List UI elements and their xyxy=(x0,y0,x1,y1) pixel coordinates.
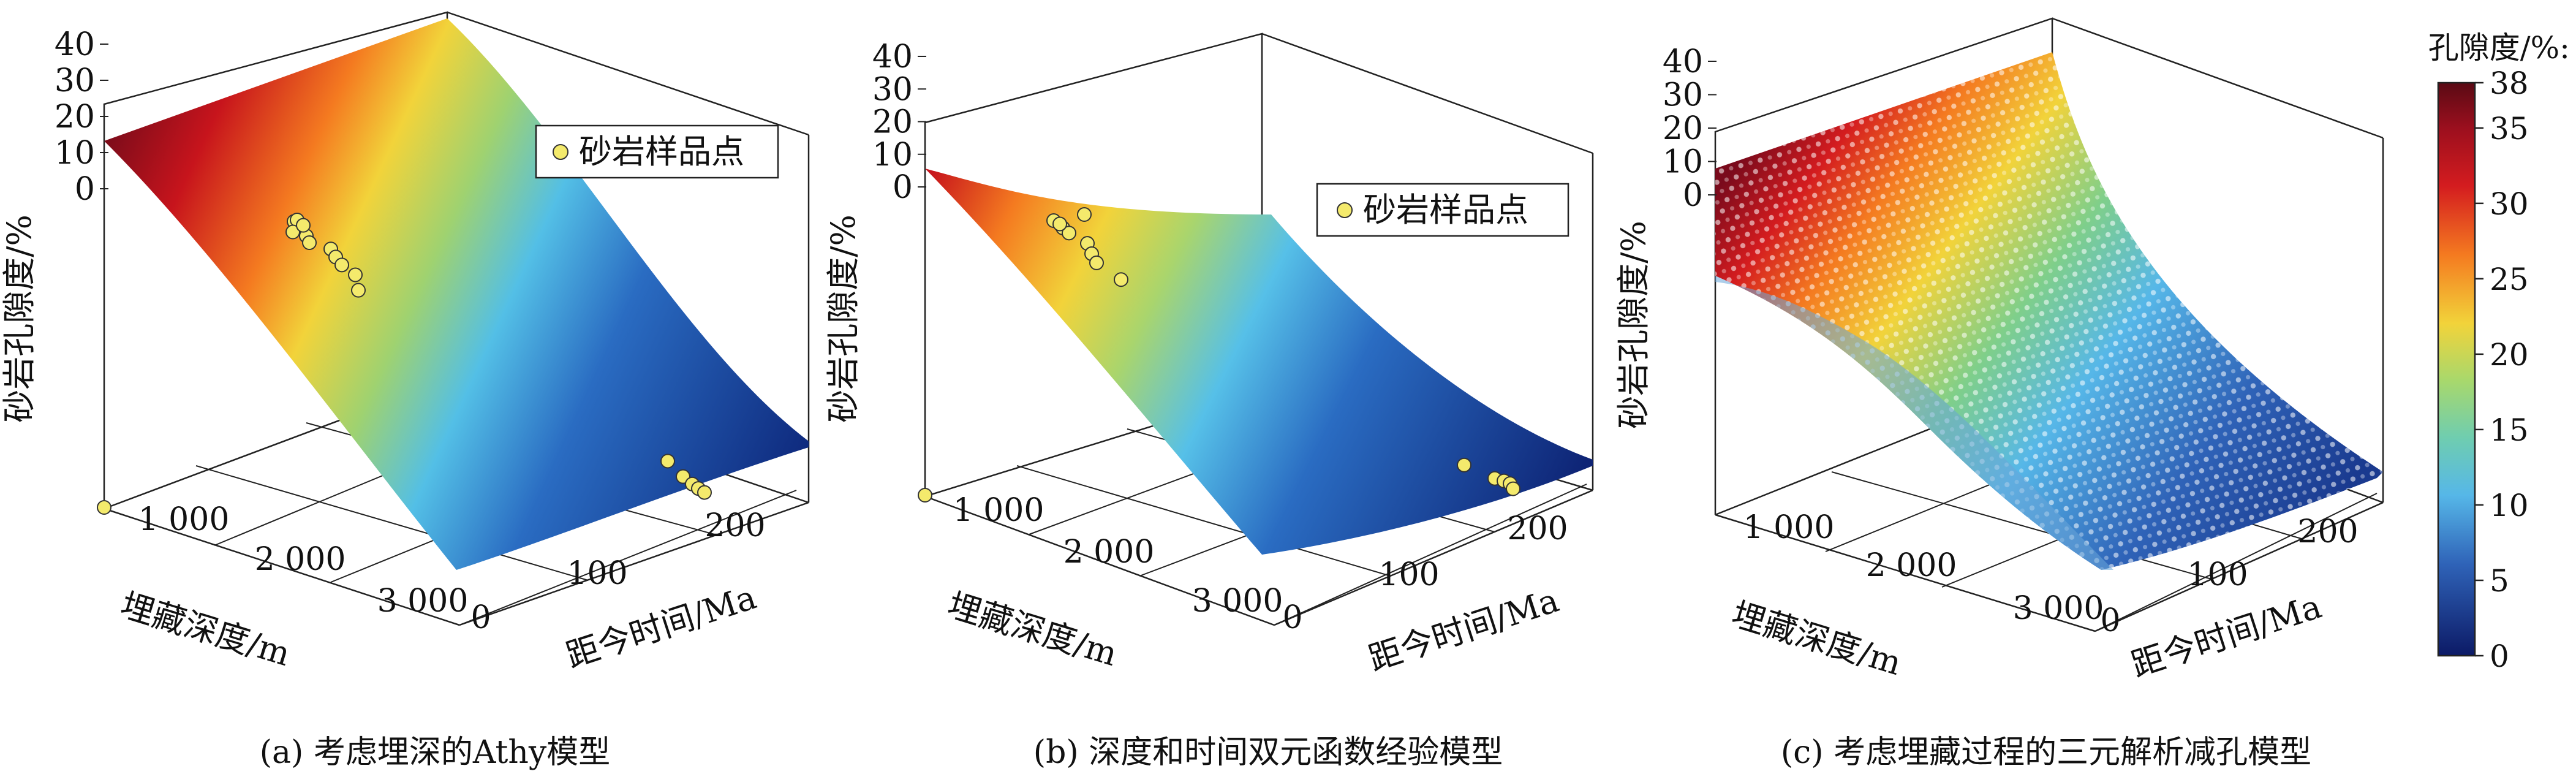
panel-a-z-axis-title: 砂岩孔隙度/% xyxy=(0,214,39,423)
z-tick-label: 20 xyxy=(1663,110,1703,147)
z-tick-label: 40 xyxy=(55,26,95,63)
z-tick-label: 40 xyxy=(1663,44,1703,80)
panel-a-legend-marker-icon xyxy=(553,144,568,160)
panel-a-depth-axis-title: 埋藏深度/m xyxy=(116,585,295,673)
panel-a-depth-ticks: 1 000 2 000 3 000 xyxy=(138,501,469,620)
panel-c-surface-underside xyxy=(1715,276,2113,570)
depth-tick-label: 2 000 xyxy=(1866,547,1957,584)
panel-c-surface-dots xyxy=(1715,52,2383,570)
time-tick-label: 100 xyxy=(567,555,627,592)
colorbar-tick-label: 38 xyxy=(2490,66,2529,101)
time-tick-label: 0 xyxy=(1282,599,1302,636)
panel-c-depth-ticks: 1 000 2 000 3 000 xyxy=(1743,509,2104,627)
panel-a-surface xyxy=(104,18,809,570)
sample-point xyxy=(1077,207,1092,222)
panel-b-time-axis-title: 距今时间/Ma xyxy=(1364,581,1563,678)
depth-tick-label: 2 000 xyxy=(255,541,346,578)
z-tick-label: 30 xyxy=(1663,77,1703,114)
sample-point xyxy=(285,224,300,240)
panel-c-z-axis-title: 砂岩孔隙度/% xyxy=(1614,221,1653,429)
panel-b-legend-label: 砂岩样品点 xyxy=(1363,191,1528,229)
sample-point xyxy=(1089,255,1104,270)
panel-b-legend-marker-icon xyxy=(1337,202,1353,218)
z-tick-label: 0 xyxy=(1683,177,1703,214)
depth-tick-label: 3 000 xyxy=(377,583,469,620)
depth-tick-label: 1 000 xyxy=(953,492,1044,529)
z-tick-label: 0 xyxy=(75,171,95,208)
panel-b-caption: (b) 深度和时间双元函数经验模型 xyxy=(1033,734,1503,771)
sample-point xyxy=(351,283,366,298)
time-tick-label: 0 xyxy=(2100,602,2120,639)
z-tick-label: 0 xyxy=(893,169,913,206)
sample-point xyxy=(1114,272,1128,287)
depth-tick-label: 3 000 xyxy=(2013,590,2104,627)
colorbar-tick-label: 15 xyxy=(2490,412,2529,448)
sample-point xyxy=(697,485,712,500)
panel-b-depth-ticks: 1 000 2 000 3 000 xyxy=(953,492,1283,620)
time-tick-label: 200 xyxy=(704,507,765,544)
z-tick-label: 20 xyxy=(872,104,913,141)
sample-point xyxy=(1062,226,1076,241)
panel-b-time-ticks: 0 100 200 xyxy=(1282,510,1568,636)
z-tick-label: 30 xyxy=(872,71,913,108)
depth-tick-label: 1 000 xyxy=(138,501,230,538)
panel-a-legend-label: 砂岩样品点 xyxy=(579,132,744,171)
sample-point xyxy=(97,500,111,515)
sample-point xyxy=(296,218,311,233)
panel-c-time-ticks: 0 100 200 xyxy=(2100,514,2358,639)
panel-a-time-ticks: 0 100 200 xyxy=(470,507,765,636)
colorbar-tick-label: 35 xyxy=(2490,111,2529,146)
colorbar-tick-label: 0 xyxy=(2490,639,2509,674)
colorbar-tick-label: 30 xyxy=(2490,186,2529,222)
panel-c-depth-axis-title: 埋藏深度/m xyxy=(1728,594,1906,683)
sample-point xyxy=(302,235,317,251)
panel-b-depth-axis-title: 埋藏深度/m xyxy=(943,585,1122,673)
time-tick-label: 200 xyxy=(2297,514,2358,550)
panel-b-z-axis-title: 砂岩孔隙度/% xyxy=(824,214,863,423)
panel-a-time-axis-title: 距今时间/Ma xyxy=(562,578,761,675)
z-tick-label: 40 xyxy=(872,39,913,75)
sample-point xyxy=(1506,481,1520,496)
colorbar-tick-label: 5 xyxy=(2490,563,2509,599)
colorbar-scale xyxy=(2437,82,2476,657)
sample-point xyxy=(348,267,363,283)
time-tick-label: 200 xyxy=(1507,510,1568,547)
sample-point xyxy=(1457,457,1471,472)
colorbar-ticks: 38 35 30 25 20 15 10 5 0 xyxy=(2475,66,2529,674)
colorbar-tick-label: 25 xyxy=(2490,262,2529,297)
colorbar: 孔隙度/%: 38 35 30 25 20 15 10 5 0 xyxy=(2428,30,2570,674)
z-tick-label: 30 xyxy=(55,63,95,99)
colorbar-tick-label: 20 xyxy=(2490,337,2529,373)
time-tick-label: 100 xyxy=(2187,556,2248,593)
z-tick-label: 10 xyxy=(55,135,95,172)
colorbar-title: 孔隙度/%: xyxy=(2428,30,2570,66)
panel-a-legend: 砂岩样品点 xyxy=(535,124,779,179)
panel-b-sample-points xyxy=(918,207,1520,503)
z-tick-label: 10 xyxy=(872,137,913,173)
z-tick-label: 10 xyxy=(1663,144,1703,181)
depth-tick-label: 2 000 xyxy=(1063,534,1155,571)
panel-c-caption: (c) 考虑埋藏过程的三元解析减孔模型 xyxy=(1781,734,2311,771)
panel-a-caption: (a) 考虑埋深的Athy模型 xyxy=(260,734,611,771)
z-tick-label: 20 xyxy=(55,99,95,135)
sample-point xyxy=(334,257,349,273)
depth-tick-label: 1 000 xyxy=(1743,509,1835,546)
panel-a-sample-points xyxy=(97,212,712,515)
colorbar-tick-label: 10 xyxy=(2490,488,2529,523)
panel-b-legend: 砂岩样品点 xyxy=(1316,183,1569,237)
depth-tick-label: 3 000 xyxy=(1192,583,1283,620)
sample-point xyxy=(1052,216,1067,232)
sample-point xyxy=(660,453,675,469)
time-tick-label: 0 xyxy=(470,599,491,636)
sample-point xyxy=(918,488,932,503)
time-tick-label: 100 xyxy=(1378,556,1439,593)
